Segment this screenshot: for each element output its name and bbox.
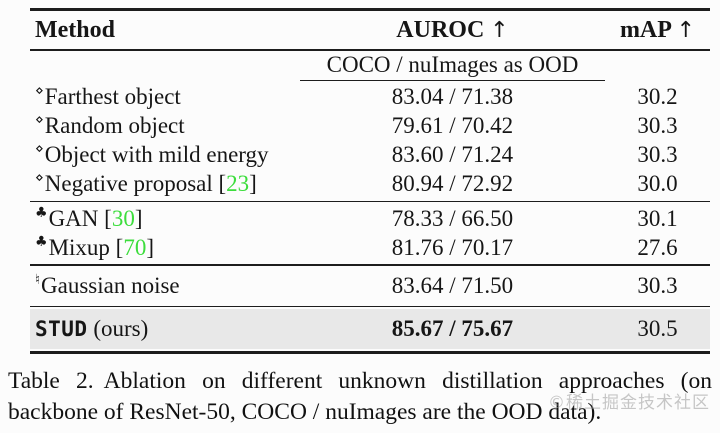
citation-bracket: [: [212, 171, 227, 197]
club-marker-icon: ♣: [35, 233, 48, 250]
method-name: Object with mild energy: [44, 142, 269, 168]
method-name: Negative proposal: [44, 171, 213, 197]
section-divider-rule: [30, 264, 710, 266]
table-row: ♣Mixup [70] 81.76 / 70.17 27.6: [30, 233, 710, 262]
table-row: ♣GAN [30] 78.33 / 66.50 30.1: [30, 204, 710, 233]
method-name: Random object: [44, 113, 185, 139]
header-auroc: AUROC ↑: [300, 17, 605, 43]
section-synthesis-based: ♣GAN [30] 78.33 / 66.50 30.1 ♣Mixup [70]…: [30, 202, 710, 264]
table-subheader-row: COCO / nuImages as OOD: [30, 51, 710, 81]
header-map: mAP ↑: [605, 17, 710, 43]
citation-bracket: ]: [146, 234, 154, 260]
citation-number: 30: [111, 205, 135, 231]
up-arrow-icon: ↑: [490, 17, 509, 43]
auroc-value-best: 85.67 / 75.67: [391, 316, 514, 342]
diamond-marker-icon: ⋄: [35, 112, 44, 129]
auroc-value: 78.33 / 66.50: [391, 205, 514, 231]
up-arrow-icon: ↑: [676, 17, 696, 43]
header-map-label: mAP: [619, 16, 671, 43]
table-row: ⋄Random object 79.61 / 70.42 30.3: [30, 112, 710, 141]
section-divider-rule: [30, 305, 710, 307]
caption-label: Table 2.: [8, 368, 94, 394]
header-auroc-label: AUROC: [396, 16, 485, 43]
caption-text: Ablation on different unknown distillati…: [8, 368, 712, 425]
method-name: Gaussian noise: [41, 272, 180, 298]
map-value: 30.0: [637, 171, 678, 197]
map-value: 30.3: [637, 113, 678, 139]
ablation-table: Method AUROC ↑ mAP ↑ COCO / nuImages as …: [30, 8, 710, 354]
map-value: 30.1: [637, 205, 678, 231]
subheader-ood-datasets: COCO / nuImages as OOD: [300, 52, 605, 81]
citation-bracket: [: [98, 205, 112, 231]
table-row: ⋄Farthest object 83.04 / 71.38 30.2: [30, 83, 710, 112]
citation-number: 70: [123, 234, 147, 260]
diamond-marker-icon: ⋄: [35, 170, 44, 187]
auroc-value: 79.61 / 70.42: [391, 113, 514, 139]
table-header-row: Method AUROC ↑ mAP ↑: [30, 11, 710, 49]
citation-number: 23: [226, 171, 250, 197]
auroc-value: 83.04 / 71.38: [391, 84, 514, 110]
table-row: ♮Gaussian noise 83.64 / 71.50 30.3: [30, 266, 710, 306]
header-bottom-rule: [30, 49, 710, 51]
method-name: Farthest object: [44, 84, 181, 110]
table-bottom-rule: [30, 351, 710, 354]
auroc-value: 80.94 / 72.92: [391, 171, 514, 197]
map-value: 30.3: [637, 142, 678, 168]
map-value: 30.2: [637, 84, 678, 110]
table-row: ⋄Object with mild energy 83.60 / 71.24 3…: [30, 141, 710, 170]
header-method: Method: [30, 17, 300, 43]
section-object-based: ⋄Farthest object 83.04 / 71.38 30.2 ⋄Ran…: [30, 81, 710, 201]
table-caption: Table 2. Ablation on different unknown di…: [8, 366, 712, 428]
diamond-marker-icon: ⋄: [35, 141, 44, 158]
method-name: GAN: [48, 205, 99, 231]
table-row: ⋄Negative proposal [23] 80.94 / 72.92 30…: [30, 170, 710, 199]
table-top-rule: [30, 8, 710, 11]
auroc-value: 83.60 / 71.24: [391, 142, 514, 168]
citation-bracket: [: [109, 234, 124, 260]
method-name-stud: STUD: [35, 317, 88, 342]
header-method-label: Method: [35, 16, 115, 43]
citation-bracket: ]: [134, 205, 143, 231]
section-divider-rule: [30, 200, 710, 202]
method-name: Mixup: [48, 234, 110, 260]
method-name-ours: (ours): [87, 316, 149, 342]
natural-sign-marker-icon: ♮: [35, 271, 41, 288]
map-value: 30.3: [637, 272, 678, 298]
diamond-marker-icon: ⋄: [35, 83, 44, 100]
map-value: 27.6: [637, 234, 678, 260]
club-marker-icon: ♣: [35, 204, 48, 221]
auroc-value: 83.64 / 71.50: [391, 272, 514, 298]
auroc-value: 81.76 / 70.17: [391, 234, 514, 260]
citation-bracket: ]: [249, 171, 257, 197]
table-row-stud-highlighted: STUD (ours) 85.67 / 75.67 30.5: [30, 309, 710, 349]
map-value: 30.5: [637, 316, 678, 342]
